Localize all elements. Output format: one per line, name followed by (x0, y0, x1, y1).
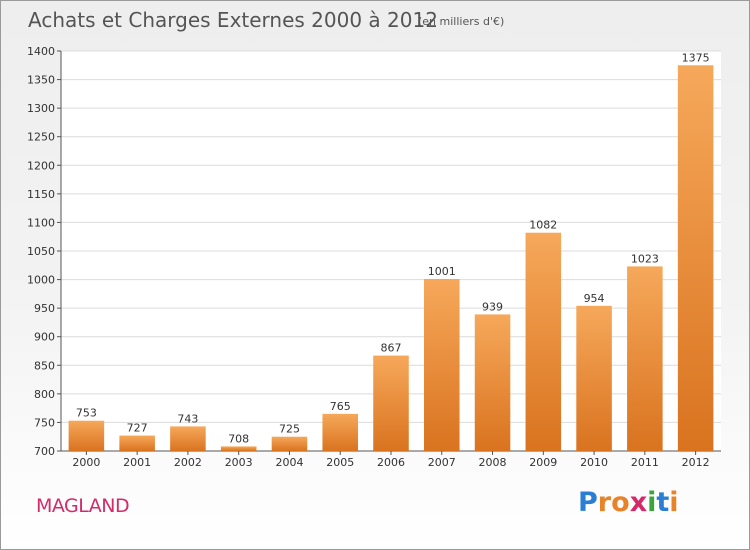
x-tick-label: 2001 (123, 456, 151, 469)
x-tick-label: 2011 (631, 456, 659, 469)
proxiti-logo: Proxiti (578, 487, 679, 518)
y-tick-label: 1300 (27, 102, 55, 115)
data-label: 708 (228, 432, 249, 445)
y-tick-label: 850 (34, 359, 55, 372)
data-label: 1375 (682, 51, 710, 64)
y-tick-label: 700 (34, 445, 55, 458)
y-tick-label: 750 (34, 416, 55, 429)
logo-letter: o (611, 487, 630, 518)
x-tick-label: 2007 (428, 456, 456, 469)
logo-letter: t (656, 487, 670, 518)
logo-letter: x (629, 487, 648, 518)
bar (220, 446, 257, 451)
y-tick-label: 1100 (27, 216, 55, 229)
bar (424, 279, 460, 451)
x-tick-label: 2009 (529, 456, 557, 469)
data-label: 727 (127, 422, 148, 435)
bar (373, 355, 409, 451)
data-label: 1023 (631, 252, 659, 265)
x-tick-label: 2000 (72, 456, 100, 469)
x-tick-label: 2004 (275, 456, 303, 469)
bar (322, 413, 358, 451)
bar (677, 65, 714, 452)
bar (474, 314, 511, 451)
data-label: 867 (381, 342, 402, 355)
logo-letter: i (647, 487, 657, 518)
data-label: 725 (279, 423, 300, 436)
x-tick-label: 2005 (326, 456, 354, 469)
logo-letter: i (669, 487, 679, 518)
y-tick-label: 1150 (27, 188, 55, 201)
y-tick-label: 1250 (27, 131, 55, 144)
logo-letter: r (597, 487, 612, 518)
data-label: 753 (76, 407, 97, 420)
y-tick-label: 800 (34, 388, 55, 401)
y-tick-label: 1350 (27, 74, 55, 87)
bar (170, 426, 206, 451)
x-tick-label: 2002 (174, 456, 202, 469)
x-tick-label: 2010 (580, 456, 608, 469)
y-tick-label: 950 (34, 302, 55, 315)
data-label: 1082 (529, 219, 557, 232)
data-label: 765 (330, 400, 351, 413)
x-tick-label: 2008 (479, 456, 507, 469)
data-label: 939 (482, 300, 503, 313)
chart-subtitle: (en milliers d'€) (418, 15, 505, 28)
chart-title: Achats et Charges Externes 2000 à 2012 (28, 8, 438, 32)
data-label: 954 (584, 292, 605, 305)
x-tick-label: 2003 (225, 456, 253, 469)
bar (68, 420, 105, 451)
bar (627, 266, 663, 451)
logo-letter: P (578, 487, 598, 518)
y-tick-label: 1200 (27, 159, 55, 172)
bar (525, 232, 562, 451)
place-name: MAGLAND (36, 495, 130, 517)
y-tick-label: 900 (34, 331, 55, 344)
data-label: 1001 (428, 265, 456, 278)
bar (576, 305, 612, 451)
y-tick-label: 1050 (27, 245, 55, 258)
y-tick-label: 1000 (27, 274, 55, 287)
x-tick-label: 2012 (682, 456, 710, 469)
bar (271, 436, 308, 451)
y-tick-label: 1400 (27, 45, 55, 58)
x-tick-label: 2006 (377, 456, 405, 469)
bar (119, 435, 155, 451)
data-label: 743 (177, 412, 198, 425)
